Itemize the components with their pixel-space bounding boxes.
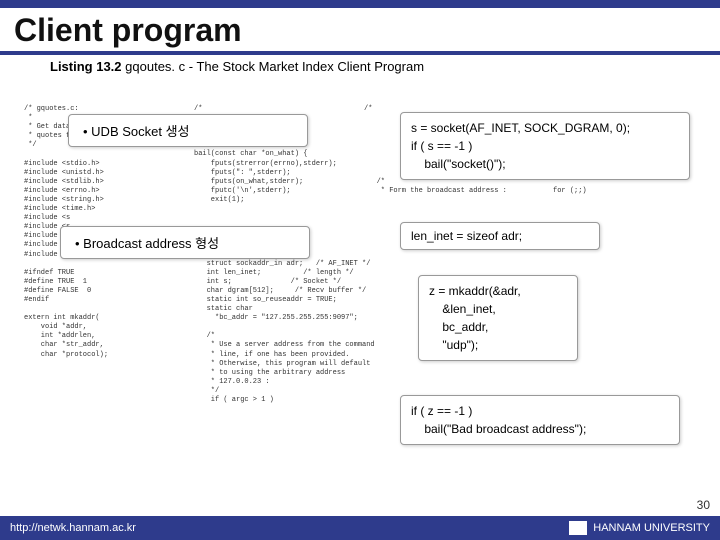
callout-broadcast: • Broadcast address 형성: [60, 226, 310, 259]
callout-leninet-code: len_inet = sizeof adr;: [400, 222, 600, 250]
listing-text: gqoutes. c - The Stock Market Index Clie…: [125, 59, 424, 74]
callout-text: • UDB Socket 생성: [83, 124, 190, 139]
university-logo: [569, 521, 587, 535]
footer-url: http://netwk.hannam.ac.kr: [10, 522, 136, 534]
callout-bail-code: if ( z == -1 ) bail("Bad broadcast addre…: [400, 395, 680, 445]
title-section: Client program: [0, 8, 720, 55]
callout-text: • Broadcast address 형성: [75, 236, 219, 251]
footer-university: HANNAM UNIVERSITY: [593, 522, 710, 534]
callout-socket-code: s = socket(AF_INET, SOCK_DGRAM, 0); if (…: [400, 112, 690, 180]
footer-right: HANNAM UNIVERSITY: [569, 521, 710, 535]
footer: http://netwk.hannam.ac.kr HANNAM UNIVERS…: [0, 516, 720, 540]
listing-label: Listing 13.2: [50, 59, 122, 74]
callout-mkaddr-code: z = mkaddr(&adr, &len_inet, bc_addr, "ud…: [418, 275, 578, 361]
page-title: Client program: [14, 12, 706, 49]
callout-udb-socket: • UDB Socket 생성: [68, 114, 308, 147]
top-bar: [0, 0, 720, 8]
listing-line: Listing 13.2 gqoutes. c - The Stock Mark…: [0, 55, 720, 76]
page-number: 30: [697, 498, 710, 512]
